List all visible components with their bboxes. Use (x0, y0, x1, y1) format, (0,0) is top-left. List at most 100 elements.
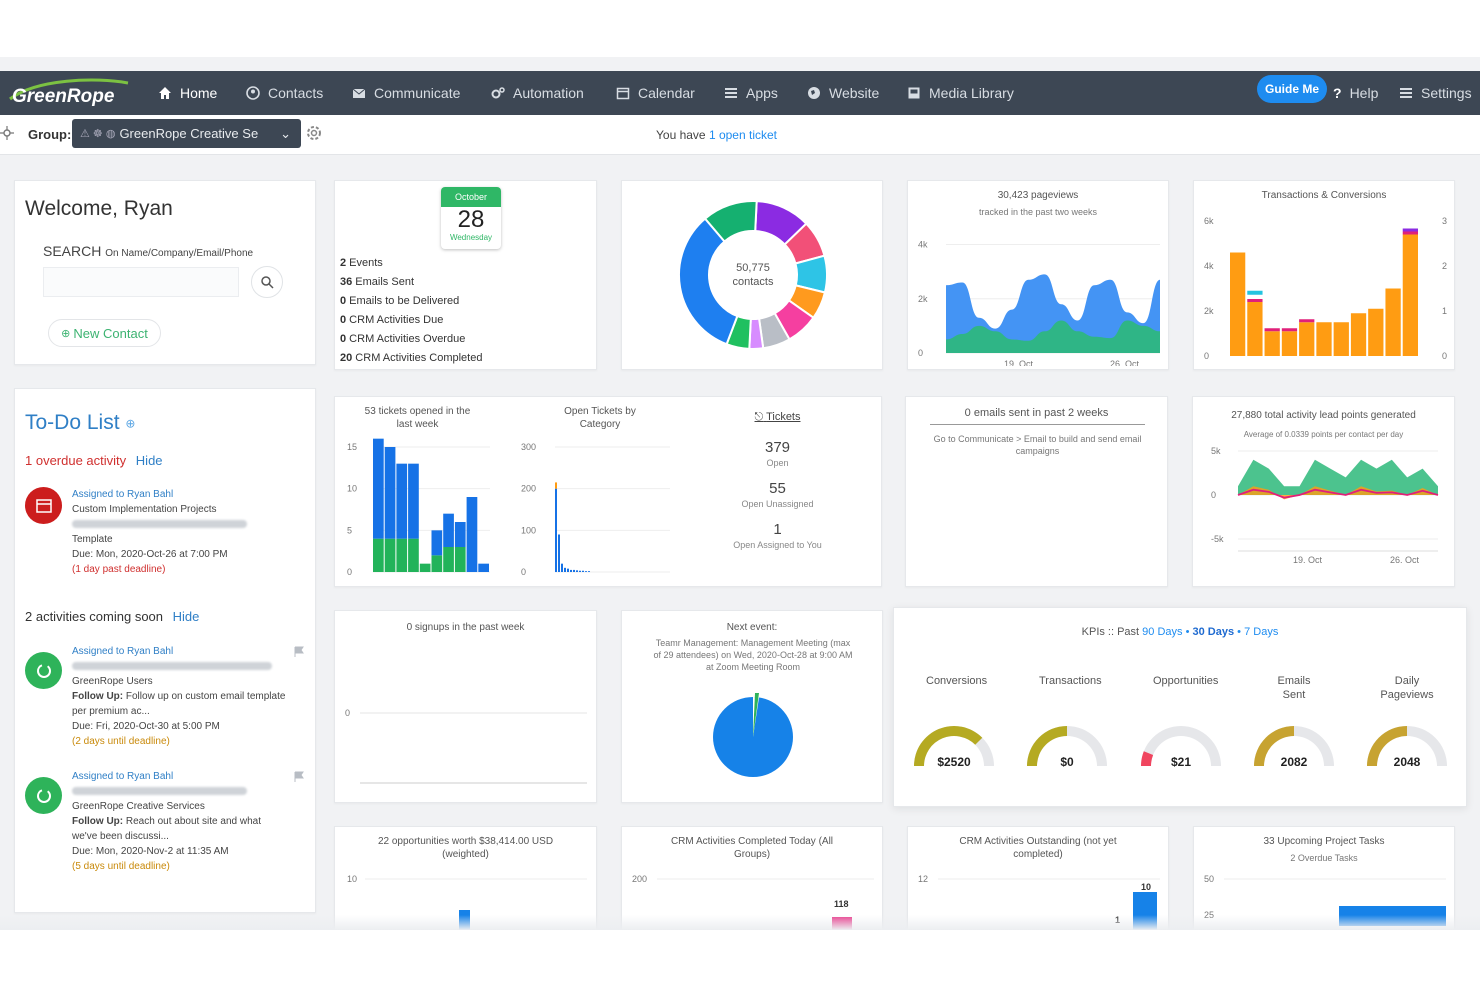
guide-me-button[interactable]: Guide Me (1257, 75, 1327, 103)
nav-media-library[interactable]: Media Library (907, 71, 1014, 115)
network-icon[interactable] (0, 126, 14, 140)
nav-help[interactable]: ? Help (1333, 71, 1378, 115)
signups-y-tick: 0 (345, 708, 350, 718)
transactions-bar (1299, 322, 1315, 356)
tickets-week-title: 53 tickets opened in the last week (364, 406, 471, 430)
crm-outstanding-card: CRM Activities Outstanding (not yet comp… (907, 826, 1169, 930)
nav-contacts[interactable]: Contacts (246, 71, 323, 115)
flag-icon[interactable] (293, 771, 305, 783)
group-label: Group: (28, 127, 72, 142)
kpi-gauge[interactable]: Emails Sent 2082 (1244, 674, 1344, 775)
daily-summary-card: October 28 Wednesday 2 Events 36 Emails S… (334, 180, 597, 370)
nav-settings-label: Settings (1421, 85, 1472, 101)
todo-template: Template (72, 534, 113, 545)
nav-home[interactable]: Home (158, 71, 217, 115)
ticket-count-row[interactable]: 1 Open Assigned to You (700, 521, 855, 550)
kpi-gauge-value: $2520 (937, 755, 971, 769)
hide-overdue-link[interactable]: Hide (135, 453, 163, 468)
transactions-card: Transactions & Conversions 0 0 2k 1 4k 2 6k 3 (1193, 180, 1455, 370)
kpi-30-days[interactable]: 30 Days (1192, 626, 1235, 638)
ticket-count-value: 55 (769, 480, 786, 497)
kpi-gauge[interactable]: Opportunities $21 (1131, 674, 1231, 775)
tickets-week-y-tick: 5 (347, 525, 352, 535)
kpi-90-days[interactable]: 90 Days (1142, 626, 1183, 638)
tickets-week-bar (373, 538, 384, 572)
ticket-count-row[interactable]: 55 Open Unassigned (700, 480, 855, 509)
nav-settings[interactable]: Settings (1399, 71, 1472, 115)
calendar-date-tile[interactable]: October 28 Wednesday (441, 187, 501, 249)
tickets-category-y-tick: 200 (521, 484, 536, 494)
nav-automation[interactable]: Automation (491, 71, 584, 115)
donut-center-unit: contacts (732, 276, 774, 288)
todo-assignee[interactable]: Assigned to Ryan Bahl (72, 489, 174, 500)
todo-assignee[interactable]: Assigned to Ryan Bahl (72, 771, 174, 782)
overdue-count: 1 overdue activity (25, 453, 127, 468)
nav-apps[interactable]: Apps (724, 71, 778, 115)
greenrope-logo[interactable]: GreenRope (6, 77, 130, 109)
bottom-fade (0, 915, 1480, 930)
next-event-text[interactable]: Teamr Management: Management Meeting (ma… (653, 638, 853, 672)
ticket-counts: 379 Open 55 Open Unassigned 1 Open Assigned t… (700, 439, 855, 550)
tickets-category-bar-accent (555, 482, 557, 489)
kpi-gauge-value: $21 (1171, 755, 1191, 769)
transactions-y2-tick: 0 (1442, 351, 1447, 361)
pageviews-chart: 0 2k 4k 19. Oct 26. Oct (918, 240, 1160, 366)
gear-icon[interactable] (305, 124, 323, 142)
daily-stats-list: 2 Events 36 Emails Sent 0 Emails to be Del… (340, 254, 482, 368)
transactions-bar (1402, 234, 1418, 356)
lead-points-x-tick: 19. Oct (1293, 555, 1323, 565)
open-ticket-link[interactable]: 1 open ticket (708, 128, 777, 142)
nav-calendar[interactable]: Calendar (616, 71, 695, 115)
divider (930, 424, 1145, 425)
tickets-category-bar (558, 534, 560, 572)
ticket-count-row[interactable]: 379 Open (700, 439, 855, 468)
kpi-7-days[interactable]: 7 Days (1244, 626, 1279, 638)
kpi-gauge[interactable]: Daily Pageviews 2048 (1357, 674, 1457, 775)
tickets-link[interactable]: ⎋ Tickets (755, 411, 801, 423)
redacted-text (72, 784, 287, 799)
conversion-mark (1264, 328, 1280, 332)
hide-coming-link[interactable]: Hide (172, 609, 200, 624)
contact-search-input[interactable] (43, 267, 239, 297)
nav-calendar-label: Calendar (638, 85, 695, 101)
daily-stat: 0 CRM Activities Due (340, 311, 482, 330)
search-button[interactable] (251, 266, 283, 298)
ticket-notice: You have 1 open ticket (656, 128, 777, 142)
signups-chart: 0 (345, 708, 587, 784)
kpi-gauge[interactable]: Conversions $2520 (904, 674, 1004, 775)
nav-communicate[interactable]: Communicate (352, 71, 460, 115)
folder-icon (35, 498, 52, 513)
lead-points-y-tick: 5k (1211, 446, 1221, 456)
new-contact-button[interactable]: ⊕ New Contact (48, 319, 161, 347)
group-icons: ⚠ ☸ ◍ (80, 128, 116, 140)
tickets-week-bar (396, 538, 408, 572)
pageviews-series-area (946, 320, 1160, 353)
refresh-icon (36, 788, 51, 803)
todo-item-overdue[interactable]: Assigned to Ryan Bahl Custom Implementat… (25, 487, 310, 582)
daily-stat: 0 CRM Activities Overdue (340, 330, 482, 349)
daily-stat-count: 0 (340, 295, 347, 307)
kpi-separator: • (1185, 626, 1190, 638)
kpi-separator: • (1237, 626, 1242, 638)
add-circle-icon[interactable]: ⊕ (125, 416, 136, 431)
tickets-category-y-tick: 0 (521, 567, 526, 577)
flag-icon[interactable] (293, 646, 305, 658)
calendar-month: October (441, 187, 501, 207)
kpi-gauge[interactable]: Transactions $0 (1017, 674, 1117, 775)
crm-outstanding-label-10: 10 (1141, 882, 1151, 892)
kpi-gauge-dial: $0 (1027, 726, 1107, 769)
todo-assignee[interactable]: Assigned to Ryan Bahl (72, 646, 174, 657)
pie-slice-small (753, 693, 759, 737)
group-select[interactable]: ⚠ ☸ ◍ GreenRope Creative Se ⌄ (72, 119, 301, 148)
home-icon (159, 87, 171, 99)
nav-website[interactable]: Website (807, 71, 879, 115)
pageviews-x-tick: 26. Oct (1110, 359, 1140, 366)
lead-points-y-tick: 0 (1211, 490, 1216, 500)
tickets-week-bar (431, 530, 443, 556)
todo-item-upcoming-1[interactable]: Assigned to Ryan Bahl GreenRope Users Fo… (25, 644, 310, 754)
todo-item-upcoming-2[interactable]: Assigned to Ryan Bahl GreenRope Creative… (25, 769, 310, 879)
ticket-icon: ⎋ (754, 411, 764, 423)
todo-group: GreenRope Users (72, 676, 153, 687)
tickets-week-y-tick: 15 (347, 442, 357, 452)
transactions-bar (1333, 322, 1349, 356)
